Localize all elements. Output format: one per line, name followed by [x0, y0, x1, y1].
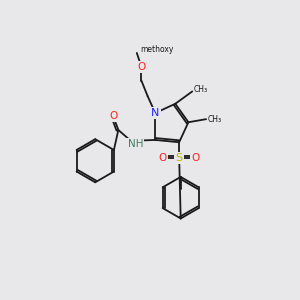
- Text: methoxy: methoxy: [141, 45, 174, 54]
- Text: O: O: [137, 62, 146, 72]
- Text: O: O: [110, 111, 118, 121]
- Text: CH₃: CH₃: [208, 115, 222, 124]
- Text: N: N: [151, 108, 160, 118]
- Text: O: O: [159, 153, 167, 163]
- Text: CH₃: CH₃: [194, 85, 208, 94]
- Text: O: O: [191, 153, 200, 163]
- Text: S: S: [176, 153, 183, 163]
- Text: NH: NH: [128, 139, 143, 149]
